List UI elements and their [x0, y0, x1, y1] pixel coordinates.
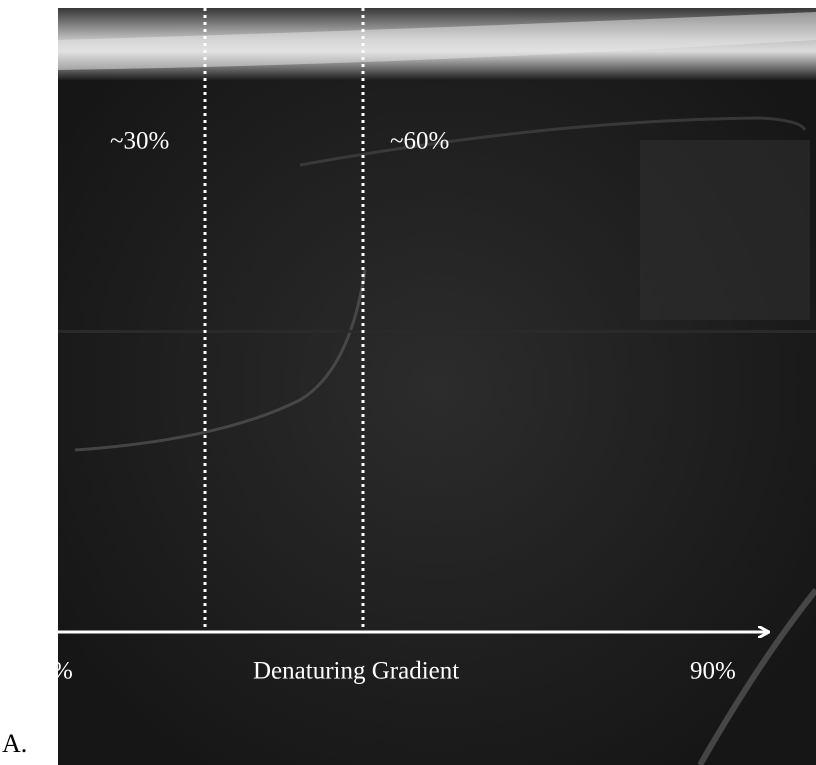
figure: ~30% ~60% % Denaturing Gradient 90% A.: [0, 0, 816, 765]
panel-label: A.: [2, 729, 27, 758]
gel-image: [58, 8, 816, 765]
gradient-end-label: 90%: [690, 658, 736, 685]
marker-label: ~60%: [390, 128, 449, 155]
gradient-title: Denaturing Gradient: [253, 658, 459, 685]
marker-label: ~30%: [110, 128, 169, 155]
